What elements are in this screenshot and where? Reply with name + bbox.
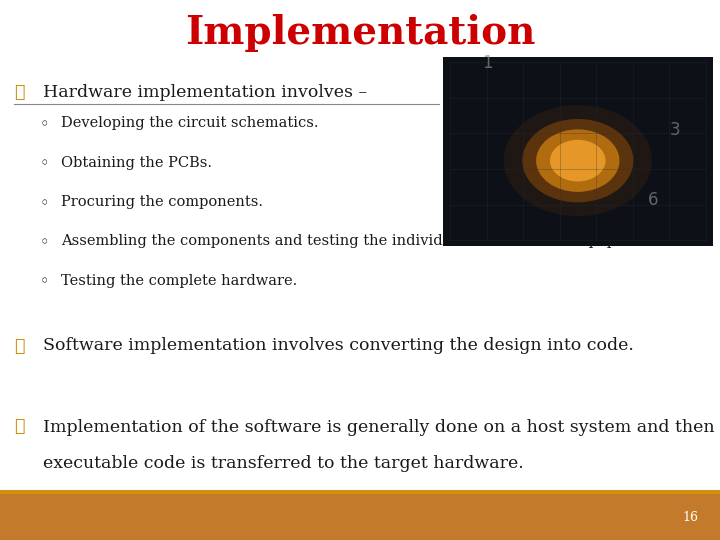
Text: Testing the complete hardware.: Testing the complete hardware.	[61, 274, 297, 288]
Text: Hardware implementation involves –: Hardware implementation involves –	[43, 84, 367, 100]
Text: Procuring the components.: Procuring the components.	[61, 195, 264, 209]
Text: ◦: ◦	[40, 156, 49, 172]
Text: Obtaining the PCBs.: Obtaining the PCBs.	[61, 156, 212, 170]
Text: Implementation of the software is generally done on a host system and then: Implementation of the software is genera…	[43, 418, 715, 435]
Circle shape	[522, 119, 634, 202]
Text: Developing the circuit schematics.: Developing the circuit schematics.	[61, 116, 319, 130]
Text: Software implementation involves converting the design into code.: Software implementation involves convert…	[43, 338, 634, 354]
Bar	[0, 490, 720, 494]
Text: ◦: ◦	[40, 195, 49, 212]
Text: ◦: ◦	[40, 116, 49, 133]
Text: ❖: ❖	[14, 84, 24, 100]
Text: 6: 6	[648, 191, 659, 209]
Text: Implementation: Implementation	[185, 14, 535, 51]
Bar	[0, 494, 720, 540]
Text: executable code is transferred to the target hardware.: executable code is transferred to the ta…	[43, 455, 524, 472]
Text: 16: 16	[683, 511, 698, 524]
Text: Assembling the components and testing the individual modules on the populated PC: Assembling the components and testing th…	[61, 234, 704, 248]
Text: ❖: ❖	[14, 418, 24, 435]
Text: 3: 3	[670, 121, 680, 139]
Circle shape	[550, 140, 606, 181]
Circle shape	[536, 130, 619, 192]
Text: ❖: ❖	[14, 338, 24, 354]
Text: 1: 1	[482, 53, 493, 71]
Circle shape	[504, 105, 652, 216]
Text: ◦: ◦	[40, 274, 49, 291]
Bar	[443, 57, 713, 246]
Text: ◦: ◦	[40, 234, 49, 251]
